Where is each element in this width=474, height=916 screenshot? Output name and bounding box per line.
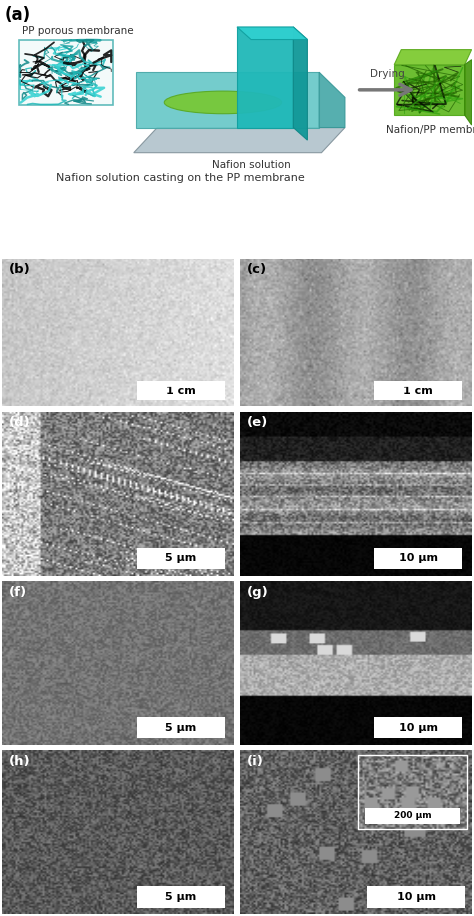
Polygon shape <box>134 127 345 153</box>
Text: (b): (b) <box>9 263 31 276</box>
Polygon shape <box>237 27 293 127</box>
Text: 10 μm: 10 μm <box>399 723 438 733</box>
Polygon shape <box>394 65 465 115</box>
Text: 5 μm: 5 μm <box>165 723 196 733</box>
Polygon shape <box>319 72 345 127</box>
Text: (g): (g) <box>247 586 269 599</box>
Bar <box>365 808 460 824</box>
Polygon shape <box>19 39 113 105</box>
Bar <box>137 887 225 908</box>
Text: 1 cm: 1 cm <box>403 386 433 396</box>
Polygon shape <box>237 27 308 39</box>
Text: PP porous membrane: PP porous membrane <box>22 26 134 36</box>
Text: (i): (i) <box>247 755 264 769</box>
Text: 5 μm: 5 μm <box>165 892 196 902</box>
Text: Drying: Drying <box>370 69 404 79</box>
Polygon shape <box>293 27 308 140</box>
Bar <box>374 381 462 400</box>
Bar <box>367 887 465 908</box>
Text: (f): (f) <box>9 586 27 599</box>
Text: (h): (h) <box>9 755 31 769</box>
Text: Nafion/PP membrane: Nafion/PP membrane <box>386 125 474 135</box>
Text: (c): (c) <box>247 263 267 276</box>
Polygon shape <box>465 60 472 125</box>
Text: Nafion solution: Nafion solution <box>212 160 291 170</box>
Text: 10 μm: 10 μm <box>397 892 436 902</box>
Text: 10 μm: 10 μm <box>399 553 438 563</box>
Text: (a): (a) <box>5 5 31 24</box>
Text: (d): (d) <box>9 417 31 430</box>
Bar <box>374 717 462 738</box>
Polygon shape <box>394 49 472 65</box>
Bar <box>374 548 462 569</box>
Polygon shape <box>136 72 319 127</box>
Bar <box>137 381 225 400</box>
Bar <box>137 717 225 738</box>
Text: (e): (e) <box>247 417 268 430</box>
Text: Nafion solution casting on the PP membrane: Nafion solution casting on the PP membra… <box>56 173 305 183</box>
Text: 200 μm: 200 μm <box>394 812 431 821</box>
Bar <box>137 548 225 569</box>
Ellipse shape <box>164 91 282 114</box>
Text: 5 μm: 5 μm <box>165 553 196 563</box>
Text: 1 cm: 1 cm <box>166 386 196 396</box>
